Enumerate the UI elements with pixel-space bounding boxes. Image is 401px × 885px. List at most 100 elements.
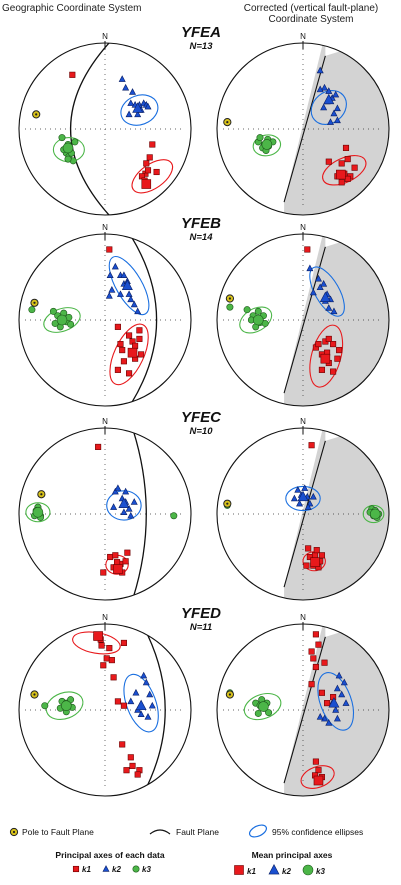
k1-point [112, 552, 119, 559]
legend-mean-k3-icon [302, 864, 314, 876]
shaded-half [284, 43, 389, 215]
k2-point [290, 494, 298, 502]
k2-point [320, 103, 328, 111]
k2-point [140, 671, 148, 679]
k2-point [127, 295, 135, 303]
k2-point [325, 304, 333, 311]
k1-point [136, 335, 143, 342]
k1-mean [320, 353, 331, 364]
stereonet-geographic-yfea: N [18, 32, 192, 216]
k1-point [311, 552, 319, 559]
stereonet-corrected-yfeb: N [216, 223, 390, 407]
k2-point [120, 508, 128, 516]
k1-point [305, 545, 312, 552]
legend-k2-icon [102, 865, 110, 872]
k3-point [28, 306, 36, 314]
k3-confidence-ellipse [43, 307, 81, 333]
k2-point [304, 503, 312, 510]
k1-point [321, 659, 328, 666]
k2-point [137, 710, 145, 718]
k1-confidence-ellipse [109, 323, 149, 386]
k2-point [127, 697, 135, 705]
k2-point [120, 271, 128, 279]
k1-point [308, 681, 315, 688]
k1-point [120, 358, 127, 365]
stereonet-corrected-yfed: N [216, 613, 390, 797]
k1-point [325, 158, 332, 165]
k2-point [321, 714, 328, 722]
k2-point [122, 487, 130, 495]
k2-point [335, 671, 343, 679]
k2-point [327, 118, 335, 125]
k2-point [144, 712, 152, 720]
k1-point [119, 347, 126, 354]
k2-mean [118, 497, 130, 509]
k3-mean [32, 506, 44, 518]
k1-point [344, 175, 351, 182]
k1-point [103, 655, 110, 662]
k1-point [120, 639, 127, 646]
k1-point [313, 547, 320, 554]
fault-plane [283, 636, 326, 784]
k1-point [308, 442, 315, 449]
k3-point [254, 709, 262, 717]
k2-point [125, 110, 133, 118]
k1-point [126, 332, 133, 339]
sample-count: N=10 [190, 426, 214, 437]
net-contents [223, 428, 389, 600]
k3-point [265, 709, 273, 717]
fault-plane [283, 440, 326, 588]
k1-point [114, 323, 121, 330]
k1-point [119, 741, 126, 748]
k1-point [117, 341, 124, 348]
legend: Pole to Fault Plane Fault Plane 95% confid… [9, 824, 363, 876]
k1-point [113, 559, 121, 566]
k2-point [127, 511, 135, 519]
k2-mean [135, 699, 147, 711]
stereonet-corrected-yfea: N [216, 32, 390, 216]
k2-point [320, 279, 328, 287]
pole-to-fault-plane [223, 118, 232, 127]
k2-point [110, 503, 118, 510]
k1-point [330, 341, 337, 348]
net-contents [223, 624, 389, 796]
k1-mean [93, 631, 103, 641]
legend-ellipse-label: 95% confidence ellipses [272, 827, 363, 837]
k3-confidence-ellipse [252, 134, 282, 157]
k2-mean [328, 697, 340, 708]
k2-point [142, 678, 150, 686]
k2-mean [323, 93, 335, 105]
net-contents [223, 43, 389, 215]
k2-point [127, 99, 135, 106]
k1-point [342, 144, 350, 151]
k1-point [325, 335, 332, 342]
k1-point [315, 641, 322, 648]
k3-mean [261, 139, 273, 150]
k3-point [243, 306, 251, 314]
sample-count: N=11 [190, 622, 212, 633]
legend-k1-icon [72, 865, 80, 873]
k1-point [132, 342, 139, 349]
k3-mean [56, 314, 68, 326]
k1-point [114, 698, 121, 705]
k3-point [41, 702, 49, 710]
k2-point [340, 678, 348, 686]
k1-point [146, 154, 153, 161]
k1-point [144, 167, 152, 174]
legend-mean-k1-icon [234, 865, 244, 875]
pole-to-fault-plane [30, 298, 39, 307]
header-corrected: Corrected (vertical fault-plane) Coordin… [243, 3, 379, 25]
k3-point [71, 138, 79, 146]
k2-point [333, 714, 341, 722]
shaded-half [284, 624, 389, 796]
k1-point [312, 758, 319, 765]
k1-mean [310, 557, 320, 567]
north-label: N [300, 223, 306, 232]
k2-point [332, 706, 340, 713]
k2-confidence-ellipse [317, 672, 355, 731]
legend-mean-title: Mean principal axes [252, 850, 333, 860]
k1-point [344, 156, 351, 163]
site-title-yfec: YFEC [181, 409, 222, 426]
k3-mean [258, 701, 269, 712]
k1-point [110, 674, 117, 681]
